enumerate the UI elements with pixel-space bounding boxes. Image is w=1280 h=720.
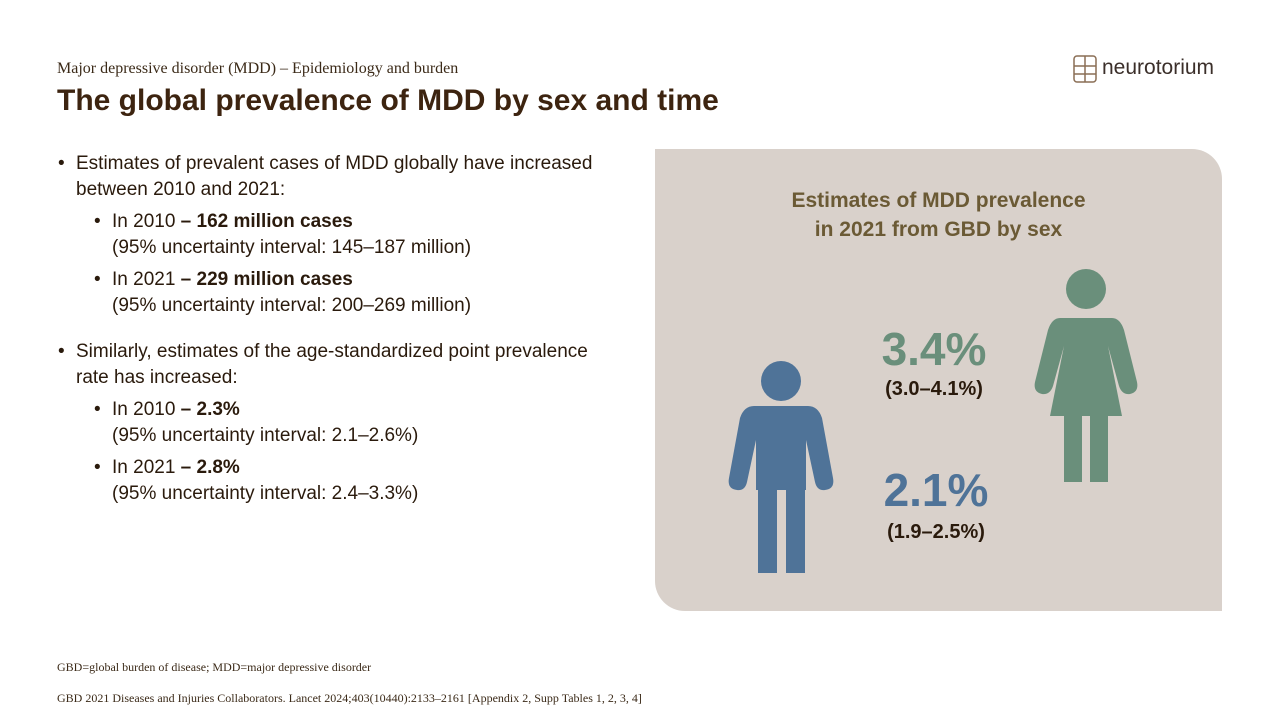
sub-bullet-lead: In 2021	[112, 269, 181, 290]
sub-bullet: In 2010 – 162 million cases(95% uncertai…	[76, 209, 618, 261]
sub-bullet-bold: – 229 million cases	[180, 269, 353, 290]
sub-bullet-lead: In 2010	[112, 211, 181, 232]
logo: neurotorium	[1102, 56, 1215, 79]
sub-bullet-line: In 2010 – 162 million cases	[112, 209, 618, 235]
sub-bullet-lead: In 2021	[112, 457, 181, 478]
title: The global prevalence of MDD by sex and …	[57, 84, 719, 117]
sub-bullet-lead: In 2010	[112, 399, 181, 420]
sub-bullet: In 2010 – 2.3%(95% uncertainty interval:…	[76, 397, 618, 449]
logo-icon	[1073, 55, 1097, 83]
sub-bullet-line: In 2021 – 229 million cases	[112, 267, 618, 293]
sub-bullet-detail: (95% uncertainty interval: 2.1–2.6%)	[112, 425, 419, 446]
sub-bullet: In 2021 – 2.8%(95% uncertainty interval:…	[76, 455, 618, 507]
female-figure	[1034, 269, 1138, 482]
footnote: GBD=global burden of disease; MDD=major …	[57, 660, 372, 674]
male-value: 2.1%	[883, 464, 989, 516]
bullet-list: Estimates of prevalent cases of MDD glob…	[58, 151, 618, 527]
male-figure	[728, 361, 834, 573]
bullet: Estimates of prevalent cases of MDD glob…	[58, 151, 618, 319]
panel-title-line: Estimates of MDD prevalence	[791, 189, 1086, 212]
male-interval: (1.9–2.5%)	[887, 521, 985, 543]
panel-title-line: in 2021 from GBD by sex	[814, 218, 1063, 241]
bullet: Similarly, estimates of the age-standard…	[58, 339, 618, 507]
bullet-text: Similarly, estimates of the age-standard…	[76, 341, 588, 388]
sub-bullet-detail: (95% uncertainty interval: 2.4–3.3%)	[112, 483, 419, 504]
female-interval: (3.0–4.1%)	[885, 378, 983, 400]
female-value: 3.4%	[881, 323, 987, 375]
sub-bullet-line: In 2010 – 2.3%	[112, 397, 618, 423]
sub-bullet-detail: (95% uncertainty interval: 200–269 milli…	[112, 295, 472, 316]
panel-title: Estimates of MDD prevalence in 2021 from…	[655, 186, 1222, 244]
sub-bullet-bold: – 2.3%	[180, 399, 240, 420]
bullet-text: Estimates of prevalent cases of MDD glob…	[76, 153, 593, 200]
sub-bullet-bold: – 2.8%	[180, 457, 240, 478]
sub-bullet-detail: (95% uncertainty interval: 145–187 milli…	[112, 237, 472, 258]
sub-bullet-line: In 2021 – 2.8%	[112, 455, 618, 481]
sub-bullet: In 2021 – 229 million cases(95% uncertai…	[76, 267, 618, 319]
subtitle: Major depressive disorder (MDD) – Epidem…	[57, 60, 459, 77]
reference: GBD 2021 Diseases and Injuries Collabora…	[57, 691, 642, 705]
sub-bullet-bold: – 162 million cases	[180, 211, 353, 232]
